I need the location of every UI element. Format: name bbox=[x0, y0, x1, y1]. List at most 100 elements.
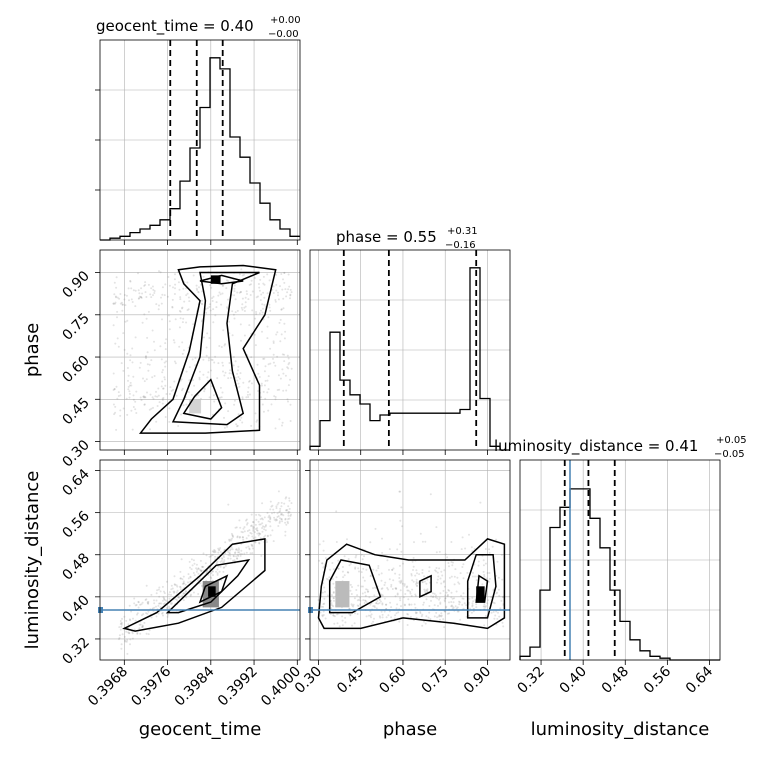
scatter-point bbox=[499, 607, 502, 610]
scatter-point bbox=[180, 413, 183, 416]
scatter-point bbox=[411, 588, 414, 591]
scatter-point bbox=[252, 526, 255, 529]
scatter-point bbox=[147, 283, 150, 286]
scatter-point bbox=[356, 604, 359, 607]
scatter-point bbox=[373, 594, 376, 597]
scatter-point bbox=[361, 585, 364, 588]
scatter-point bbox=[373, 605, 376, 607]
scatter-point bbox=[443, 585, 446, 588]
scatter-point bbox=[439, 618, 441, 621]
scatter-point bbox=[175, 591, 178, 594]
scatter-point bbox=[406, 585, 409, 588]
scatter-point bbox=[119, 409, 122, 412]
scatter-point bbox=[127, 388, 130, 391]
scatter-point bbox=[433, 604, 436, 607]
scatter-point bbox=[143, 621, 146, 624]
scatter-point bbox=[281, 424, 283, 427]
scatter-point bbox=[240, 552, 243, 555]
scatter-point bbox=[381, 537, 383, 540]
scatter-point bbox=[406, 589, 409, 592]
scatter-point bbox=[194, 364, 197, 367]
scatter-point bbox=[117, 391, 120, 394]
scatter-point bbox=[220, 303, 223, 306]
scatter-point bbox=[236, 557, 239, 560]
scatter-point bbox=[440, 614, 443, 617]
scatter-point bbox=[197, 579, 199, 582]
scatter-point bbox=[168, 393, 171, 395]
scatter-point bbox=[185, 370, 188, 373]
scatter-point bbox=[231, 534, 234, 537]
scatter-point bbox=[413, 603, 416, 606]
scatter-point bbox=[201, 584, 204, 587]
scatter-point bbox=[239, 535, 241, 538]
scatter-point bbox=[424, 622, 427, 625]
scatter-point bbox=[283, 337, 286, 340]
scatter-point bbox=[261, 517, 263, 520]
scatter-point bbox=[219, 565, 222, 568]
scatter-point bbox=[261, 311, 264, 314]
scatter-point bbox=[148, 629, 151, 632]
scatter-point bbox=[185, 403, 188, 406]
scatter-point bbox=[173, 360, 176, 363]
scatter-point bbox=[266, 337, 269, 340]
title-luminosity-distance-plus: +0.05 bbox=[716, 435, 747, 446]
xlabel-geocent-time: geocent_time bbox=[139, 719, 262, 740]
scatter-point bbox=[461, 566, 464, 568]
scatter-point bbox=[239, 526, 242, 529]
scatter-point bbox=[408, 603, 411, 606]
scatter-point bbox=[398, 580, 401, 583]
scatter-point bbox=[254, 412, 257, 415]
scatter-point bbox=[146, 601, 149, 604]
scatter-point bbox=[238, 548, 241, 551]
scatter-point bbox=[185, 294, 188, 297]
scatter-point bbox=[145, 378, 148, 381]
scatter-point bbox=[254, 523, 257, 526]
scatter-point bbox=[193, 562, 196, 565]
scatter-point bbox=[444, 597, 447, 600]
scatter-point bbox=[286, 291, 289, 294]
scatter-point bbox=[471, 602, 474, 605]
scatter-point bbox=[236, 379, 239, 382]
scatter-point bbox=[239, 419, 242, 422]
scatter-point bbox=[218, 291, 221, 294]
scatter-point bbox=[162, 387, 164, 390]
scatter-point bbox=[223, 556, 225, 559]
scatter-point bbox=[496, 617, 499, 620]
scatter-point bbox=[337, 567, 340, 570]
scatter-point bbox=[477, 560, 480, 563]
scatter-point bbox=[227, 377, 230, 380]
scatter-point bbox=[265, 539, 268, 541]
scatter-point bbox=[450, 591, 453, 594]
scatter-point bbox=[197, 394, 199, 397]
scatter-point bbox=[429, 493, 432, 496]
scatter-point bbox=[258, 376, 261, 378]
scatter-point bbox=[213, 551, 216, 554]
scatter-point bbox=[237, 551, 240, 554]
scatter-point bbox=[238, 291, 241, 294]
scatter-point bbox=[273, 518, 276, 521]
scatter-point bbox=[246, 522, 249, 525]
scatter-point bbox=[278, 418, 281, 421]
scatter-point bbox=[477, 564, 480, 567]
scatter-point bbox=[139, 396, 142, 399]
scatter-point bbox=[121, 303, 124, 306]
scatter-point bbox=[365, 568, 368, 571]
scatter-point bbox=[136, 632, 139, 635]
scatter-point bbox=[403, 603, 406, 606]
scatter-point bbox=[254, 344, 257, 347]
scatter-point bbox=[406, 624, 409, 626]
scatter-point bbox=[265, 524, 267, 527]
density-cell bbox=[189, 399, 202, 414]
scatter-point bbox=[436, 581, 438, 584]
scatter-point bbox=[379, 600, 382, 603]
scatter-point bbox=[468, 533, 470, 536]
scatter-point bbox=[323, 602, 326, 605]
scatter-point bbox=[358, 570, 360, 573]
scatter-point bbox=[121, 633, 124, 636]
scatter-point bbox=[333, 615, 336, 618]
scatter-point bbox=[198, 378, 201, 381]
scatter-point bbox=[244, 305, 247, 308]
scatter-point bbox=[332, 614, 335, 617]
scatter-point bbox=[391, 568, 394, 571]
scatter-point bbox=[400, 506, 403, 509]
